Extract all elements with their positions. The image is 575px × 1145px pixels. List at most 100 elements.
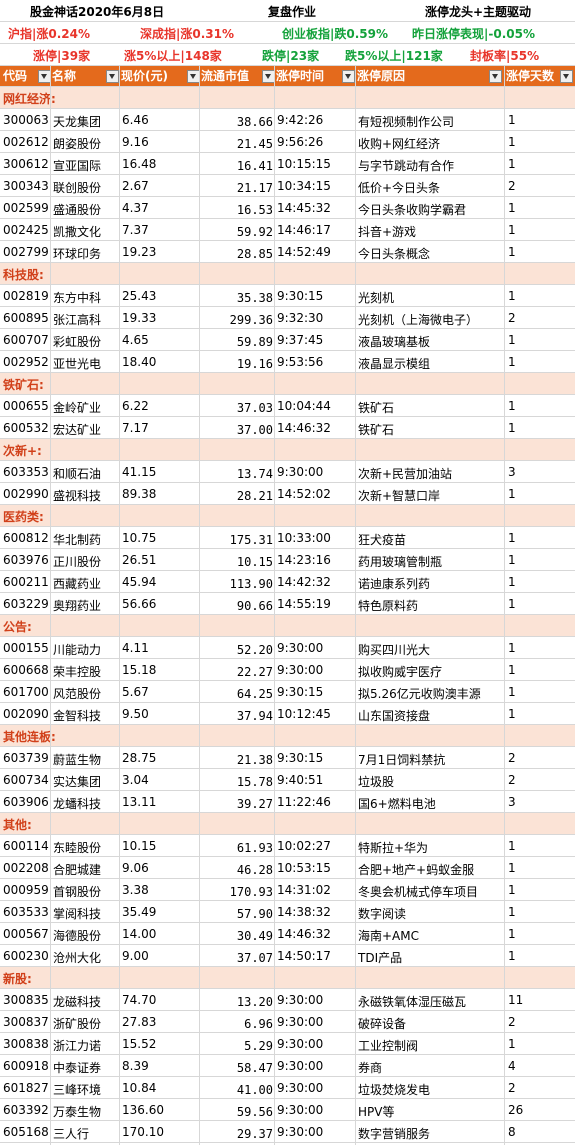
- table-row[interactable]: 300835 龙磁科技 74.70 13.20 9:30:00 永磁铁氧体湿压磁瓦 11: [0, 989, 575, 1011]
- table-row[interactable]: 600812 华北制药 10.75 175.31 10:33:00 狂犬疫苗 1: [0, 527, 575, 549]
- cell-time: 9:42:26: [277, 113, 324, 127]
- cell-price: 3.04: [122, 773, 149, 787]
- cell-reason: 海南+AMC: [358, 929, 419, 943]
- table-row[interactable]: 600918 中泰证券 8.39 58.47 9:30:00 券商 4: [0, 1055, 575, 1077]
- filter-dropdown-icon[interactable]: [560, 70, 573, 83]
- cell-reason: 有短视频制作公司: [358, 115, 455, 129]
- cell-cap: 41.00: [236, 1083, 273, 1097]
- table-row[interactable]: 603392 万泰生物 136.60 59.56 9:30:00 HPV等 26: [0, 1099, 575, 1121]
- cell-reason: 液晶玻璃基板: [358, 335, 431, 349]
- col-name[interactable]: 名称: [52, 67, 119, 85]
- table-row[interactable]: 600211 西藏药业 45.94 113.90 14:42:32 诺迪康系列药 1: [0, 571, 575, 593]
- column-divider: [355, 66, 356, 1145]
- col-cap[interactable]: 流通市值: [201, 67, 275, 85]
- cell-price: 170.10: [122, 1125, 164, 1139]
- table-row[interactable]: 605168 三人行 170.10 29.37 9:30:00 数字营销服务 8: [0, 1121, 575, 1143]
- table-row[interactable]: 600532 宏达矿业 7.17 37.00 14:46:32 铁矿石 1: [0, 417, 575, 439]
- col-reason[interactable]: 涨停原因: [357, 67, 503, 85]
- table-row[interactable]: 002799 环球印务 19.23 28.85 14:52:49 今日头条概念 1: [0, 241, 575, 263]
- table-row[interactable]: 002599 盛通股份 4.37 16.53 14:45:32 今日头条收购学霸君 1: [0, 197, 575, 219]
- cell-name: 东方中科: [53, 291, 102, 305]
- cell-days: 26: [508, 1103, 524, 1117]
- table-row[interactable]: 002090 金智科技 9.50 37.94 10:12:45 山东国资接盘 1: [0, 703, 575, 725]
- table-row[interactable]: 600230 沧州大化 9.00 37.07 14:50:17 TDI产品 1: [0, 945, 575, 967]
- cell-time: 9:30:00: [277, 1037, 324, 1051]
- table-row[interactable]: 002990 盛视科技 89.38 28.21 14:52:02 次新+智慧口岸 1: [0, 483, 575, 505]
- table-row[interactable]: 000959 首钢股份 3.38 170.93 14:31:02 冬奥会机械式停车项目 1: [0, 879, 575, 901]
- table-row[interactable]: 603906 龙蟠科技 13.11 39.27 11:22:46 国6+燃料电池 3: [0, 791, 575, 813]
- table-row[interactable]: 002819 东方中科 25.43 35.38 9:30:15 光刻机 1: [0, 285, 575, 307]
- cell-reason: HPV等: [358, 1105, 395, 1119]
- cell-name: 实达集团: [53, 775, 102, 789]
- cell-reason: 拟5.26亿元收购澳丰源: [358, 687, 481, 701]
- cell-cap: 28.85: [236, 247, 273, 261]
- table-row[interactable]: 601827 三峰环境 10.84 41.00 9:30:00 垃圾焚烧发电 2: [0, 1077, 575, 1099]
- table-row[interactable]: 002612 朗姿股份 9.16 21.45 9:56:26 收购+网红经济 1: [0, 131, 575, 153]
- table-row[interactable]: 300063 天龙集团 6.46 38.66 9:42:26 有短视频制作公司 1: [0, 109, 575, 131]
- cell-days: 1: [508, 245, 516, 259]
- cell-price: 26.51: [122, 553, 157, 567]
- table-row[interactable]: 600707 彩虹股份 4.65 59.89 9:37:45 液晶玻璃基板 1: [0, 329, 575, 351]
- table-row[interactable]: 002425 凯撒文化 7.37 59.92 14:46:17 抖音+游戏 1: [0, 219, 575, 241]
- cell-name: 蔚蓝生物: [53, 753, 102, 767]
- table-row[interactable]: 600114 东睦股份 10.15 61.93 10:02:27 特斯拉+华为 1: [0, 835, 575, 857]
- col-time[interactable]: 涨停时间: [276, 67, 355, 85]
- table-row[interactable]: 600668 荣丰控股 15.18 22.27 9:30:00 拟收购威宇医疗 1: [0, 659, 575, 681]
- section-title: 铁矿石:: [3, 378, 44, 392]
- cell-days: 11: [508, 993, 524, 1007]
- col-code[interactable]: 代码: [3, 67, 51, 85]
- col-days[interactable]: 涨停天数: [506, 67, 573, 85]
- cell-code: 000655: [3, 399, 49, 413]
- table-row[interactable]: 600895 张江高科 19.33 299.36 9:32:30 光刻机（上海微电子） 2: [0, 307, 575, 329]
- cell-cap: 21.45: [236, 137, 273, 151]
- cell-days: 1: [508, 927, 516, 941]
- cell-cap: 37.03: [236, 401, 273, 415]
- column-divider: [119, 66, 120, 1145]
- cell-cap: 13.74: [236, 467, 273, 481]
- cell-days: 2: [508, 179, 516, 193]
- cell-code: 300343: [3, 179, 49, 193]
- cell-code: 300612: [3, 157, 49, 171]
- table-row[interactable]: 000655 金岭矿业 6.22 37.03 10:04:44 铁矿石 1: [0, 395, 575, 417]
- cell-reason: 铁矿石: [358, 401, 395, 415]
- table-row[interactable]: 300838 浙江力诺 15.52 5.29 9:30:00 工业控制阀 1: [0, 1033, 575, 1055]
- cell-cap: 30.49: [236, 929, 273, 943]
- filter-dropdown-icon[interactable]: [342, 70, 355, 83]
- table-row[interactable]: 002208 合肥城建 9.06 46.28 10:53:15 合肥+地产+蚂蚁金服 1: [0, 857, 575, 879]
- cell-days: 1: [508, 839, 516, 853]
- table-row[interactable]: 603353 和顺石油 41.15 13.74 9:30:00 次新+民营加油站 3: [0, 461, 575, 483]
- cell-price: 4.37: [122, 201, 149, 215]
- cell-code: 603739: [3, 751, 49, 765]
- column-divider: [199, 66, 200, 1145]
- cell-time: 9:56:26: [277, 135, 324, 149]
- cell-days: 1: [508, 135, 516, 149]
- table-row[interactable]: 300612 宣亚国际 16.48 16.41 10:15:15 与字节跳动有合作 1: [0, 153, 575, 175]
- cell-days: 2: [508, 773, 516, 787]
- table-row[interactable]: 603739 蔚蓝生物 28.75 21.38 9:30:15 7月1日饲料禁抗 2: [0, 747, 575, 769]
- cell-name: 金岭矿业: [53, 401, 102, 415]
- table-row[interactable]: 002952 亚世光电 18.40 19.16 9:53:56 液晶显示模组 1: [0, 351, 575, 373]
- table-row[interactable]: 000567 海德股份 14.00 30.49 14:46:32 海南+AMC 1: [0, 923, 575, 945]
- table-row[interactable]: 603533 掌阅科技 35.49 57.90 14:38:32 数字阅读 1: [0, 901, 575, 923]
- table-row[interactable]: 601700 风范股份 5.67 64.25 9:30:15 拟5.26亿元收购澳丰源 1: [0, 681, 575, 703]
- cell-time: 11:22:46: [277, 795, 331, 809]
- cell-name: 正川股份: [53, 555, 102, 569]
- table-row[interactable]: 603229 奥翔药业 56.66 90.66 14:55:19 特色原料药 1: [0, 593, 575, 615]
- table-row[interactable]: 603976 正川股份 26.51 10.15 14:23:16 药用玻璃管制瓶 1: [0, 549, 575, 571]
- table-row[interactable]: 300343 联创股份 2.67 21.17 10:34:15 低价+今日头条 2: [0, 175, 575, 197]
- cell-time: 9:30:00: [277, 1125, 324, 1139]
- cell-code: 600532: [3, 421, 49, 435]
- cell-name: 彩虹股份: [53, 335, 102, 349]
- table-row[interactable]: 300837 浙矿股份 27.83 6.96 9:30:00 破碎设备 2: [0, 1011, 575, 1033]
- cell-time: 9:37:45: [277, 333, 324, 347]
- table-row[interactable]: 600734 实达集团 3.04 15.78 9:40:51 垃圾股 2: [0, 769, 575, 791]
- cell-time: 10:02:27: [277, 839, 331, 853]
- table-row[interactable]: 000155 川能动力 4.11 52.20 9:30:00 购买四川光大 1: [0, 637, 575, 659]
- cell-name: 龙蟠科技: [53, 797, 102, 811]
- filter-dropdown-icon[interactable]: [106, 70, 119, 83]
- filter-dropdown-icon[interactable]: [489, 70, 502, 83]
- cell-cap: 16.41: [236, 159, 273, 173]
- cell-reason: 光刻机: [358, 291, 395, 305]
- col-price[interactable]: 现价(元): [121, 67, 200, 85]
- cell-time: 10:12:45: [277, 707, 331, 721]
